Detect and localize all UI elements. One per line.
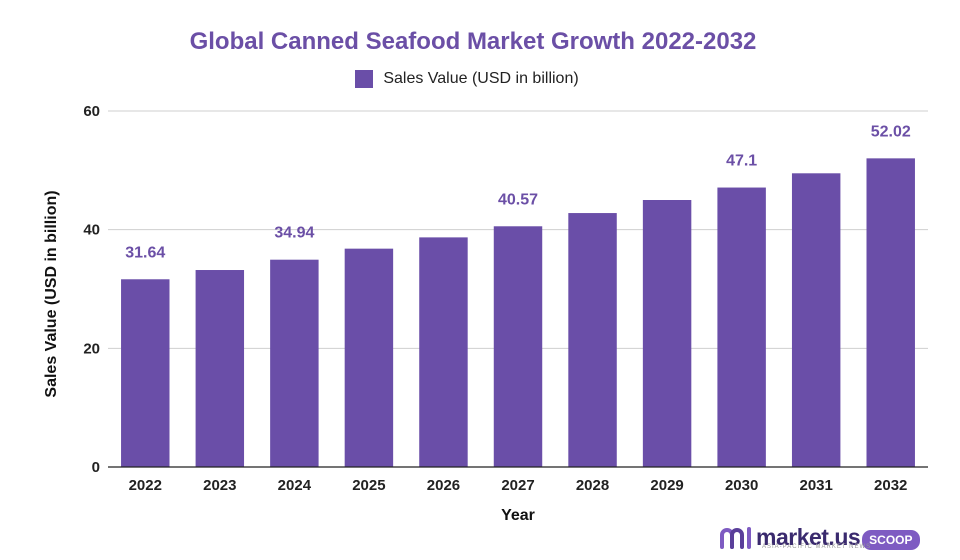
x-tick-label: 2025 xyxy=(352,477,385,494)
legend-swatch xyxy=(355,70,374,88)
y-tick-label: 0 xyxy=(92,459,100,476)
bar xyxy=(344,248,394,467)
logo-badge: SCOOP xyxy=(862,530,920,550)
legend-label: Sales Value (USD in billion) xyxy=(383,70,579,87)
market-us-logo: market.us SCOOP ASIA-PACIFIC MARKET NEWS xyxy=(718,520,938,554)
logo-mark-icon xyxy=(720,527,751,549)
bar xyxy=(121,279,170,467)
data-label: 31.64 xyxy=(125,244,165,261)
x-tick-label: 2024 xyxy=(278,477,312,494)
logo-tagline: ASIA-PACIFIC MARKET NEWS xyxy=(762,544,872,550)
chart-title: Global Canned Seafood Market Growth 2022… xyxy=(189,28,757,55)
data-label: 52.02 xyxy=(871,123,911,140)
bar xyxy=(791,173,841,468)
bar xyxy=(717,187,766,468)
x-tick-label: 2022 xyxy=(129,477,162,494)
data-label: 40.57 xyxy=(498,191,538,208)
data-labels: 31.64 34.94 40.57 47.1 52.02 xyxy=(125,123,911,261)
data-label: 34.94 xyxy=(274,225,314,242)
bar xyxy=(866,158,915,467)
x-axis-title: Year xyxy=(501,507,535,524)
x-tick-label: 2032 xyxy=(874,477,907,494)
bar xyxy=(195,270,245,467)
x-tick-label: 2028 xyxy=(576,477,609,494)
x-tick-label: 2029 xyxy=(650,477,683,494)
y-axis-title: Sales Value (USD in billion) xyxy=(43,190,60,397)
x-tick-label: 2027 xyxy=(501,477,534,494)
bars xyxy=(121,158,915,468)
x-tick-label: 2031 xyxy=(799,477,832,494)
x-tick-label: 2023 xyxy=(203,477,236,494)
x-axis-ticks: 2022 2023 2024 2025 2026 2027 2028 2029 2030 2031… xyxy=(129,477,908,494)
y-tick-label: 20 xyxy=(83,340,100,357)
y-tick-label: 40 xyxy=(83,222,100,239)
bar xyxy=(642,200,692,467)
bar xyxy=(493,226,543,467)
legend: Sales Value (USD in billion) xyxy=(0,70,934,88)
bar xyxy=(568,213,617,467)
y-axis-ticks: 0 20 40 60 xyxy=(83,103,100,476)
bar xyxy=(419,237,468,467)
x-tick-label: 2026 xyxy=(427,477,460,494)
x-tick-label: 2030 xyxy=(725,477,758,494)
logo-text: market.us xyxy=(756,523,861,550)
bar xyxy=(270,259,319,467)
data-label: 47.1 xyxy=(726,153,757,170)
y-tick-label: 60 xyxy=(83,103,100,120)
